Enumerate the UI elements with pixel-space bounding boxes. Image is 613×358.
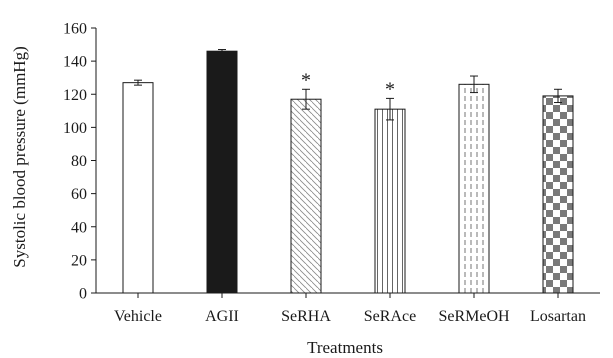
x-tick-label: SeRMeOH	[438, 308, 510, 325]
bar-serace	[374, 108, 406, 294]
y-tick-label: 140	[63, 54, 87, 71]
y-axis-label: Systolic blood pressure (mmHg)	[10, 46, 29, 267]
bar-serha	[290, 98, 322, 294]
y-tick-label: 160	[63, 21, 87, 38]
bar-series: * *	[122, 49, 574, 294]
bar-vehicle	[122, 82, 154, 294]
significance-marker: *	[385, 78, 395, 100]
significance-marker: *	[301, 69, 311, 91]
y-tick-label: 100	[63, 120, 87, 137]
y-axis: 0 20 40 60 80 100 120 140 160	[63, 21, 97, 303]
bar-losartan	[542, 95, 574, 294]
y-tick-label: 0	[79, 286, 87, 303]
bar-sermeoh	[458, 83, 490, 294]
x-axis-label: Treatments	[307, 338, 383, 357]
bar-agii	[206, 50, 238, 294]
x-tick-labels: Vehicle AGII SeRHA SeRAce SeRMeOH Losartan	[114, 293, 586, 325]
y-tick-label: 20	[71, 252, 87, 269]
y-tick-label: 120	[63, 87, 87, 104]
y-tick-label: 80	[71, 153, 87, 170]
x-tick-label: SeRHA	[281, 308, 331, 325]
x-tick-label: AGII	[205, 308, 239, 325]
x-tick-label: Losartan	[530, 308, 586, 325]
x-tick-label: Vehicle	[114, 308, 162, 325]
x-tick-label: SeRAce	[364, 308, 416, 325]
y-tick-label: 60	[71, 186, 87, 203]
y-tick-label: 40	[71, 219, 87, 236]
